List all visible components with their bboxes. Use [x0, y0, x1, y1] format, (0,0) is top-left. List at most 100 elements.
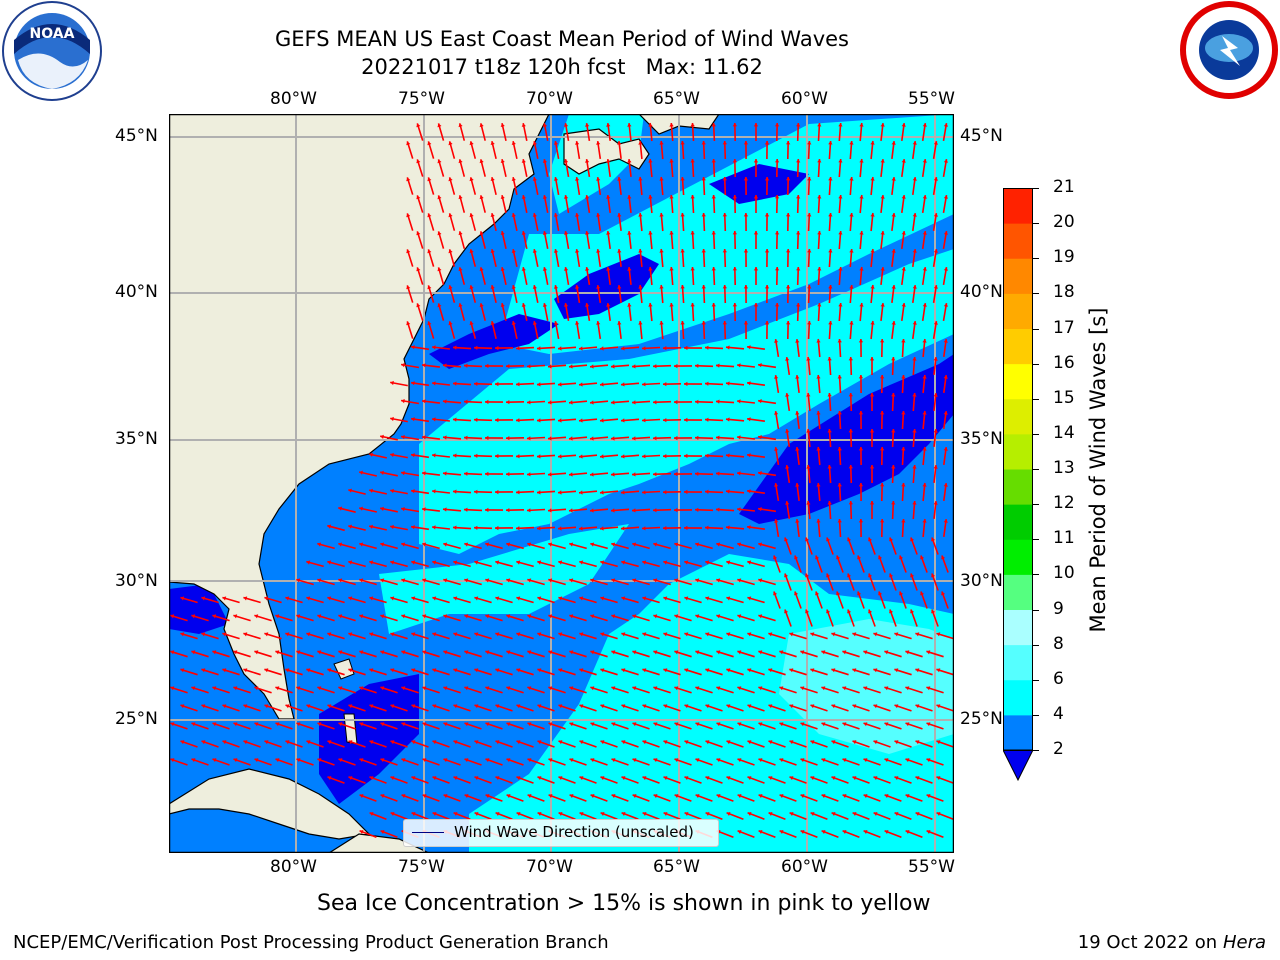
wave-direction-arrowhead: [401, 650, 406, 655]
wave-direction-arrowhead: [416, 123, 421, 128]
wave-direction-arrowhead: [800, 722, 805, 727]
colorbar-tick-mark: [1033, 398, 1039, 400]
wave-direction-arrowhead: [521, 267, 526, 271]
wave-direction-arrowhead: [527, 542, 532, 547]
wave-direction-arrowhead: [401, 399, 405, 404]
wave-direction-arrowhead: [705, 668, 710, 673]
wave-direction-arrowhead: [732, 159, 737, 163]
wave-direction-arrowhead: [674, 578, 679, 583]
wave-direction-arrowhead: [828, 285, 833, 289]
wave-direction-arrowhead: [511, 321, 516, 325]
wave-direction-arrowhead: [726, 417, 730, 422]
wave-direction-arrowhead: [680, 177, 685, 181]
wave-direction-arrowhead: [774, 411, 779, 415]
wave-direction-arrowhead: [912, 393, 917, 397]
wave-direction-arrowhead: [506, 578, 511, 583]
wave-direction-arrowhead: [722, 285, 727, 289]
wave-direction-arrowhead: [338, 542, 343, 547]
wave-direction-arrowhead: [737, 471, 741, 476]
wave-direction-arrowhead: [585, 303, 590, 307]
legend-line-icon: [412, 832, 444, 833]
colorbar-segment: [1003, 504, 1033, 540]
wave-direction-arrowhead: [922, 159, 927, 163]
wave-direction-arrowhead: [828, 321, 833, 325]
wave-direction-arrowhead: [926, 758, 931, 763]
wave-direction-arrowhead: [569, 542, 574, 547]
wave-direction-arrowhead: [642, 740, 647, 745]
colorbar-border: [1003, 188, 1033, 751]
wave-direction-arrowhead: [180, 740, 185, 745]
wave-direction-arrowhead: [747, 596, 752, 601]
colorbar-segment: [1003, 539, 1033, 575]
wave-direction-arrowhead: [474, 776, 479, 781]
wave-direction-arrowhead: [359, 758, 364, 763]
wave-direction-arrowhead: [222, 632, 227, 637]
wave-direction-arrowhead: [743, 285, 749, 289]
wave-direction-arrowhead: [943, 303, 948, 307]
wave-direction-arrowhead: [842, 650, 847, 655]
wave-direction-arrowhead: [317, 650, 322, 655]
wave-direction-arrowhead: [648, 159, 653, 163]
wave-direction-arrowhead: [464, 435, 468, 440]
wave-direction-arrowhead: [390, 668, 395, 673]
wave-direction-arrowhead: [401, 614, 406, 619]
wave-direction-arrowhead: [579, 776, 584, 781]
wave-direction-arrowhead: [933, 177, 938, 181]
wave-direction-arrowhead: [684, 812, 689, 816]
wave-direction-arrowhead: [910, 573, 915, 578]
wave-direction-arrowhead: [695, 507, 699, 512]
wave-direction-arrowhead: [521, 231, 526, 235]
wave-direction-arrowhead: [469, 177, 474, 182]
wave-direction-arrowhead: [711, 231, 716, 235]
wave-direction-arrowhead: [758, 399, 762, 404]
wave-direction-arrowhead: [411, 812, 416, 816]
wave-direction-arrowhead: [369, 740, 374, 745]
wave-direction-arrowhead: [432, 704, 437, 709]
wave-direction-arrowhead: [600, 526, 604, 531]
wave-direction-arrowhead: [659, 249, 664, 253]
footer-date: 19 Oct 2022 on: [1077, 932, 1223, 953]
wave-direction-arrowhead: [527, 578, 532, 583]
wave-direction-arrowhead: [264, 632, 269, 637]
wave-direction-arrowhead: [548, 542, 553, 547]
wave-direction-arrowhead: [659, 141, 664, 145]
wave-direction-arrowhead: [527, 436, 531, 441]
wave-direction-arrowhead: [285, 668, 290, 673]
colorbar-tick-label: 2: [1053, 739, 1064, 759]
wave-direction-arrowhead: [474, 453, 478, 458]
wave-direction-arrowhead: [180, 596, 185, 601]
colorbar-tick-label: 19: [1053, 247, 1075, 268]
footer-right: 19 Oct 2022 on Hera: [1078, 932, 1266, 953]
wave-direction-arrowhead: [606, 231, 611, 235]
wave-direction-arrowhead: [590, 650, 595, 655]
wave-direction-arrowhead: [901, 195, 906, 199]
wave-direction-arrowhead: [579, 740, 584, 745]
wave-direction-arrowhead: [737, 650, 742, 655]
footer-host: Hera: [1222, 932, 1266, 953]
wave-direction-arrowhead: [516, 526, 520, 531]
wave-direction-arrowhead: [621, 740, 626, 745]
wave-direction-arrowhead: [338, 506, 343, 511]
wave-direction-arrowhead: [527, 722, 532, 727]
wave-direction-arrowhead: [180, 632, 185, 637]
wave-direction-arrowhead: [359, 542, 364, 547]
wave-direction-arrowhead: [653, 400, 657, 405]
wave-direction-arrowhead: [437, 231, 442, 236]
wave-direction-arrowhead: [758, 758, 763, 763]
wave-direction-arrowhead: [884, 830, 889, 834]
wave-direction-arrowhead: [863, 794, 868, 799]
wave-direction-arrowhead: [600, 560, 605, 565]
wave-direction-arrowhead: [569, 686, 574, 691]
wave-direction-arrowhead: [905, 722, 910, 727]
wave-direction-arrowhead: [859, 267, 864, 271]
wave-direction-arrowhead: [868, 609, 873, 614]
wave-direction-arrowhead: [490, 321, 495, 325]
wave-direction-arrowhead: [684, 417, 688, 423]
wave-direction-arrowhead: [674, 471, 678, 477]
legend-label: Wind Wave Direction (unscaled): [454, 823, 694, 841]
wave-direction-arrowhead: [537, 704, 542, 709]
wave-direction-arrowhead: [585, 123, 590, 127]
wave-direction-arrowhead: [191, 758, 196, 763]
wave-direction-arrowhead: [775, 159, 780, 163]
wave-direction-arrowhead: [338, 686, 343, 691]
